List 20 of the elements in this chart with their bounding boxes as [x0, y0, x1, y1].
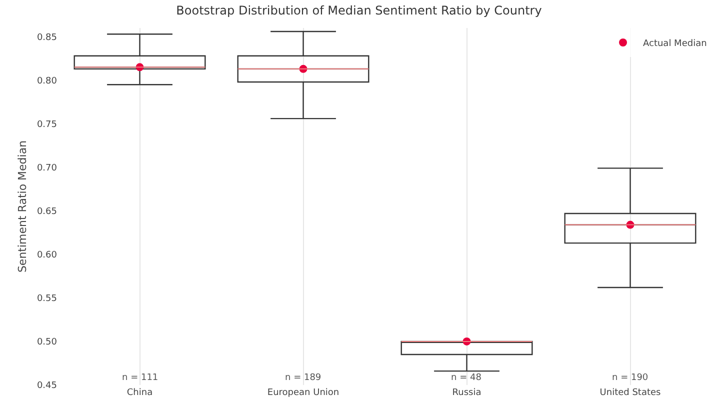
y-tick-label: 0.75: [36, 120, 57, 130]
y-tick-label: 0.50: [36, 338, 58, 348]
x-tick-label: China: [126, 388, 153, 398]
x-tick-label: Russia: [452, 388, 482, 398]
annotation: n = 111: [122, 373, 158, 383]
annotation: n = 190: [612, 373, 648, 383]
annotation: n = 48: [451, 373, 482, 383]
chart-title: Bootstrap Distribution of Median Sentiment Ratio by Country: [176, 4, 542, 18]
x-tick-label: European Union: [267, 388, 340, 398]
y-tick-label: 0.85: [36, 32, 57, 43]
annotation: n = 189: [285, 373, 322, 383]
y-tick-label: 0.80: [36, 76, 58, 86]
y-tick-label: 0.70: [36, 163, 58, 174]
x-tick-label: United States: [600, 388, 662, 398]
y-tick-label: 0.60: [36, 250, 58, 261]
y-tick-label: 0.65: [36, 207, 57, 217]
y-axis-title: Sentiment Ratio Median: [16, 140, 29, 273]
legend-label: Actual Median: [643, 39, 707, 50]
y-tick-label: 0.45: [36, 381, 57, 392]
y-tick-label: 0.55: [36, 294, 57, 304]
